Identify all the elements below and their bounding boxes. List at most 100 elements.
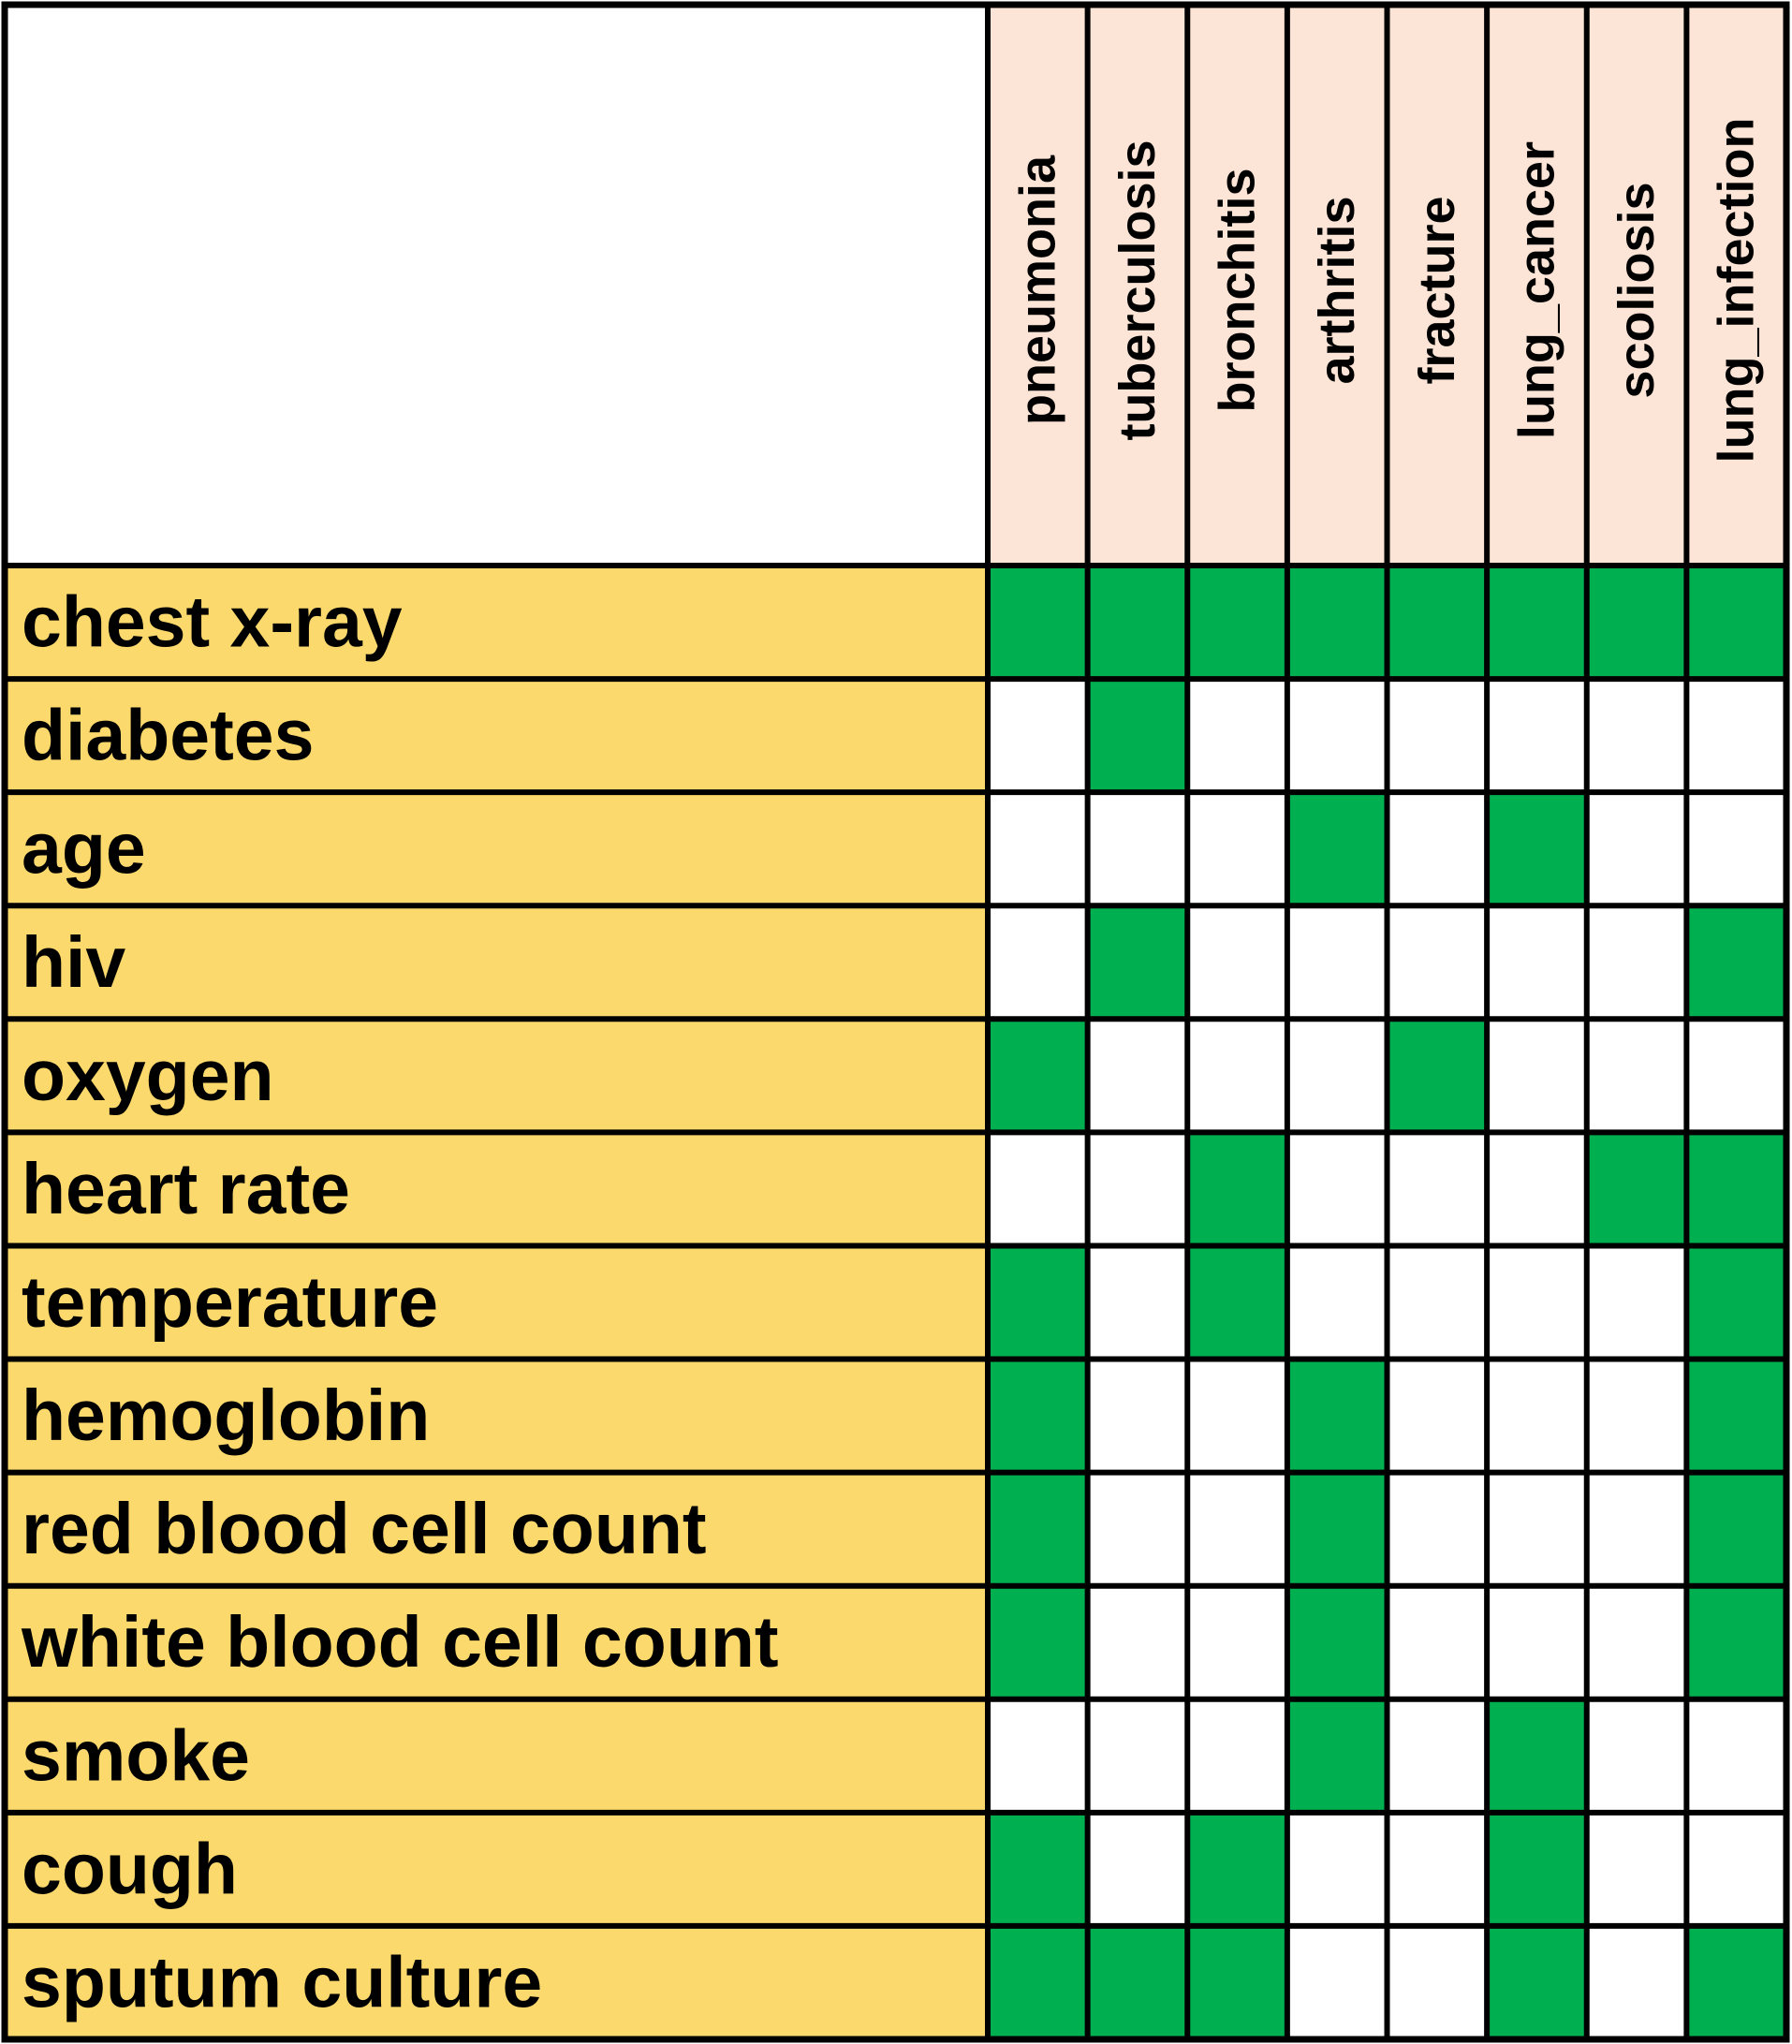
matrix-cell-white-blood-cell-count-lung-infection xyxy=(1686,1585,1786,1699)
matrix-cell-diabetes-arthritis xyxy=(1286,679,1388,793)
matrix-cell-white-blood-cell-count-fracture xyxy=(1387,1585,1488,1699)
matrix-cell-red-blood-cell-count-bronchitis xyxy=(1187,1472,1287,1586)
matrix-cell-diabetes-tuberculosis xyxy=(1087,679,1188,793)
matrix-cell-white-blood-cell-count-scoliosis xyxy=(1586,1585,1687,1699)
matrix-cell-sputum-culture-tuberculosis xyxy=(1087,1925,1188,2039)
matrix-cell-white-blood-cell-count-bronchitis xyxy=(1187,1585,1287,1699)
column-header-fracture: fracture xyxy=(1409,196,1465,384)
row-label-oxygen: oxygen xyxy=(22,1036,274,1116)
matrix-cell-hiv-tuberculosis xyxy=(1087,905,1188,1020)
matrix-cell-oxygen-bronchitis xyxy=(1187,1019,1287,1133)
matrix-cell-sputum-culture-lung-cancer xyxy=(1487,1925,1587,2039)
matrix-cell-smoke-scoliosis xyxy=(1586,1698,1687,1813)
matrix-cell-temperature-fracture xyxy=(1387,1245,1488,1360)
matrix-cell-heart-rate-fracture xyxy=(1387,1132,1488,1246)
matrix-cell-cough-fracture xyxy=(1387,1812,1488,1926)
matrix-cell-oxygen-arthritis xyxy=(1286,1019,1388,1133)
matrix-cell-hemoglobin-tuberculosis xyxy=(1087,1359,1188,1473)
matrix-cell-heart-rate-tuberculosis xyxy=(1087,1132,1188,1246)
matrix-cell-hemoglobin-scoliosis xyxy=(1586,1359,1687,1473)
matrix-cell-sputum-culture-pneumonia xyxy=(988,1925,1088,2039)
matrix-cell-hiv-arthritis xyxy=(1286,905,1388,1020)
matrix-cell-heart-rate-arthritis xyxy=(1286,1132,1388,1246)
matrix-cell-age-lung-infection xyxy=(1686,792,1786,906)
matrix-cell-hiv-pneumonia xyxy=(988,905,1088,1020)
matrix-cell-heart-rate-bronchitis xyxy=(1187,1132,1287,1246)
matrix-cell-hiv-fracture xyxy=(1387,905,1488,1020)
matrix-cell-temperature-bronchitis xyxy=(1187,1245,1287,1360)
matrix-cell-heart-rate-lung-cancer xyxy=(1487,1132,1587,1246)
matrix-cell-oxygen-fracture xyxy=(1387,1019,1488,1133)
matrix-cell-smoke-tuberculosis xyxy=(1087,1698,1188,1813)
matrix-cell-red-blood-cell-count-scoliosis xyxy=(1586,1472,1687,1586)
row-label-temperature: temperature xyxy=(22,1262,438,1343)
matrix-cell-smoke-pneumonia xyxy=(988,1698,1088,1813)
column-header-lung-cancer: lung_cancer xyxy=(1508,141,1564,439)
corner-cell xyxy=(5,5,988,566)
matrix-cell-oxygen-pneumonia xyxy=(988,1019,1088,1133)
matrix-cell-chest-x-ray-pneumonia xyxy=(988,566,1088,680)
matrix-cell-heart-rate-scoliosis xyxy=(1586,1132,1687,1246)
matrix-cell-chest-x-ray-lung-infection xyxy=(1686,566,1786,680)
matrix-cell-sputum-culture-bronchitis xyxy=(1187,1925,1287,2039)
matrix-cell-heart-rate-pneumonia xyxy=(988,1132,1088,1246)
matrix-cell-oxygen-lung-cancer xyxy=(1487,1019,1587,1133)
matrix-cell-diabetes-scoliosis xyxy=(1586,679,1687,793)
matrix-cell-oxygen-lung-infection xyxy=(1686,1019,1786,1133)
matrix-cell-chest-x-ray-arthritis xyxy=(1286,566,1388,680)
matrix-cell-age-lung-cancer xyxy=(1487,792,1587,906)
matrix-cell-hiv-lung-cancer xyxy=(1487,905,1587,1020)
matrix-cell-hemoglobin-lung-cancer xyxy=(1487,1359,1587,1473)
matrix-cell-diabetes-bronchitis xyxy=(1187,679,1287,793)
matrix-cell-red-blood-cell-count-fracture xyxy=(1387,1472,1488,1586)
matrix-cell-sputum-culture-lung-infection xyxy=(1686,1925,1786,2039)
matrix-cell-cough-bronchitis xyxy=(1187,1812,1287,1926)
row-label-white-blood-cell-count: white blood cell count xyxy=(21,1602,779,1683)
matrix-cell-red-blood-cell-count-arthritis xyxy=(1286,1472,1388,1586)
matrix-cell-smoke-lung-cancer xyxy=(1487,1698,1587,1813)
matrix-cell-hemoglobin-arthritis xyxy=(1286,1359,1388,1473)
matrix-cell-diabetes-lung-cancer xyxy=(1487,679,1587,793)
matrix-cell-red-blood-cell-count-lung-cancer xyxy=(1487,1472,1587,1586)
matrix-cell-hiv-bronchitis xyxy=(1187,905,1287,1020)
matrix-cell-hemoglobin-bronchitis xyxy=(1187,1359,1287,1473)
matrix-cell-hemoglobin-lung-infection xyxy=(1686,1359,1786,1473)
matrix-cell-cough-lung-cancer xyxy=(1487,1812,1587,1926)
matrix-cell-smoke-lung-infection xyxy=(1686,1698,1786,1813)
matrix-cell-chest-x-ray-lung-cancer xyxy=(1487,566,1587,680)
column-header-bronchitis: bronchitis xyxy=(1210,168,1266,412)
matrix-cell-red-blood-cell-count-tuberculosis xyxy=(1087,1472,1188,1586)
matrix-cell-sputum-culture-arthritis xyxy=(1286,1925,1388,2039)
matrix-cell-hemoglobin-pneumonia xyxy=(988,1359,1088,1473)
matrix-cell-hiv-scoliosis xyxy=(1586,905,1687,1020)
matrix-cell-temperature-scoliosis xyxy=(1586,1245,1687,1360)
matrix-cell-white-blood-cell-count-pneumonia xyxy=(988,1585,1088,1699)
matrix-cell-age-fracture xyxy=(1387,792,1488,906)
row-label-diabetes: diabetes xyxy=(22,696,314,776)
matrix-cell-temperature-arthritis xyxy=(1286,1245,1388,1360)
matrix-cell-diabetes-pneumonia xyxy=(988,679,1088,793)
matrix-cell-sputum-culture-fracture xyxy=(1387,1925,1488,2039)
matrix-cell-diabetes-fracture xyxy=(1387,679,1488,793)
matrix-cell-chest-x-ray-scoliosis xyxy=(1586,566,1687,680)
row-label-hiv: hiv xyxy=(22,922,125,1003)
matrix-cell-chest-x-ray-tuberculosis xyxy=(1087,566,1188,680)
matrix-cell-cough-lung-infection xyxy=(1686,1812,1786,1926)
matrix-cell-sputum-culture-scoliosis xyxy=(1586,1925,1687,2039)
matrix-cell-oxygen-scoliosis xyxy=(1586,1019,1687,1133)
matrix-cell-age-bronchitis xyxy=(1187,792,1287,906)
matrix-cell-diabetes-lung-infection xyxy=(1686,679,1786,793)
matrix-cell-age-pneumonia xyxy=(988,792,1088,906)
matrix-cell-age-scoliosis xyxy=(1586,792,1687,906)
column-header-arthritis: arthritis xyxy=(1309,196,1365,384)
column-header-scoliosis: scoliosis xyxy=(1608,182,1665,398)
matrix-cell-cough-scoliosis xyxy=(1586,1812,1687,1926)
matrix-cell-smoke-arthritis xyxy=(1286,1698,1388,1813)
row-label-smoke: smoke xyxy=(22,1715,250,1796)
matrix-cell-cough-pneumonia xyxy=(988,1812,1088,1926)
column-header-pneumonia: pneumonia xyxy=(1009,154,1065,425)
matrix-cell-temperature-lung-cancer xyxy=(1487,1245,1587,1360)
matrix-cell-chest-x-ray-bronchitis xyxy=(1187,566,1287,680)
row-label-chest-x-ray: chest x-ray xyxy=(22,582,403,663)
